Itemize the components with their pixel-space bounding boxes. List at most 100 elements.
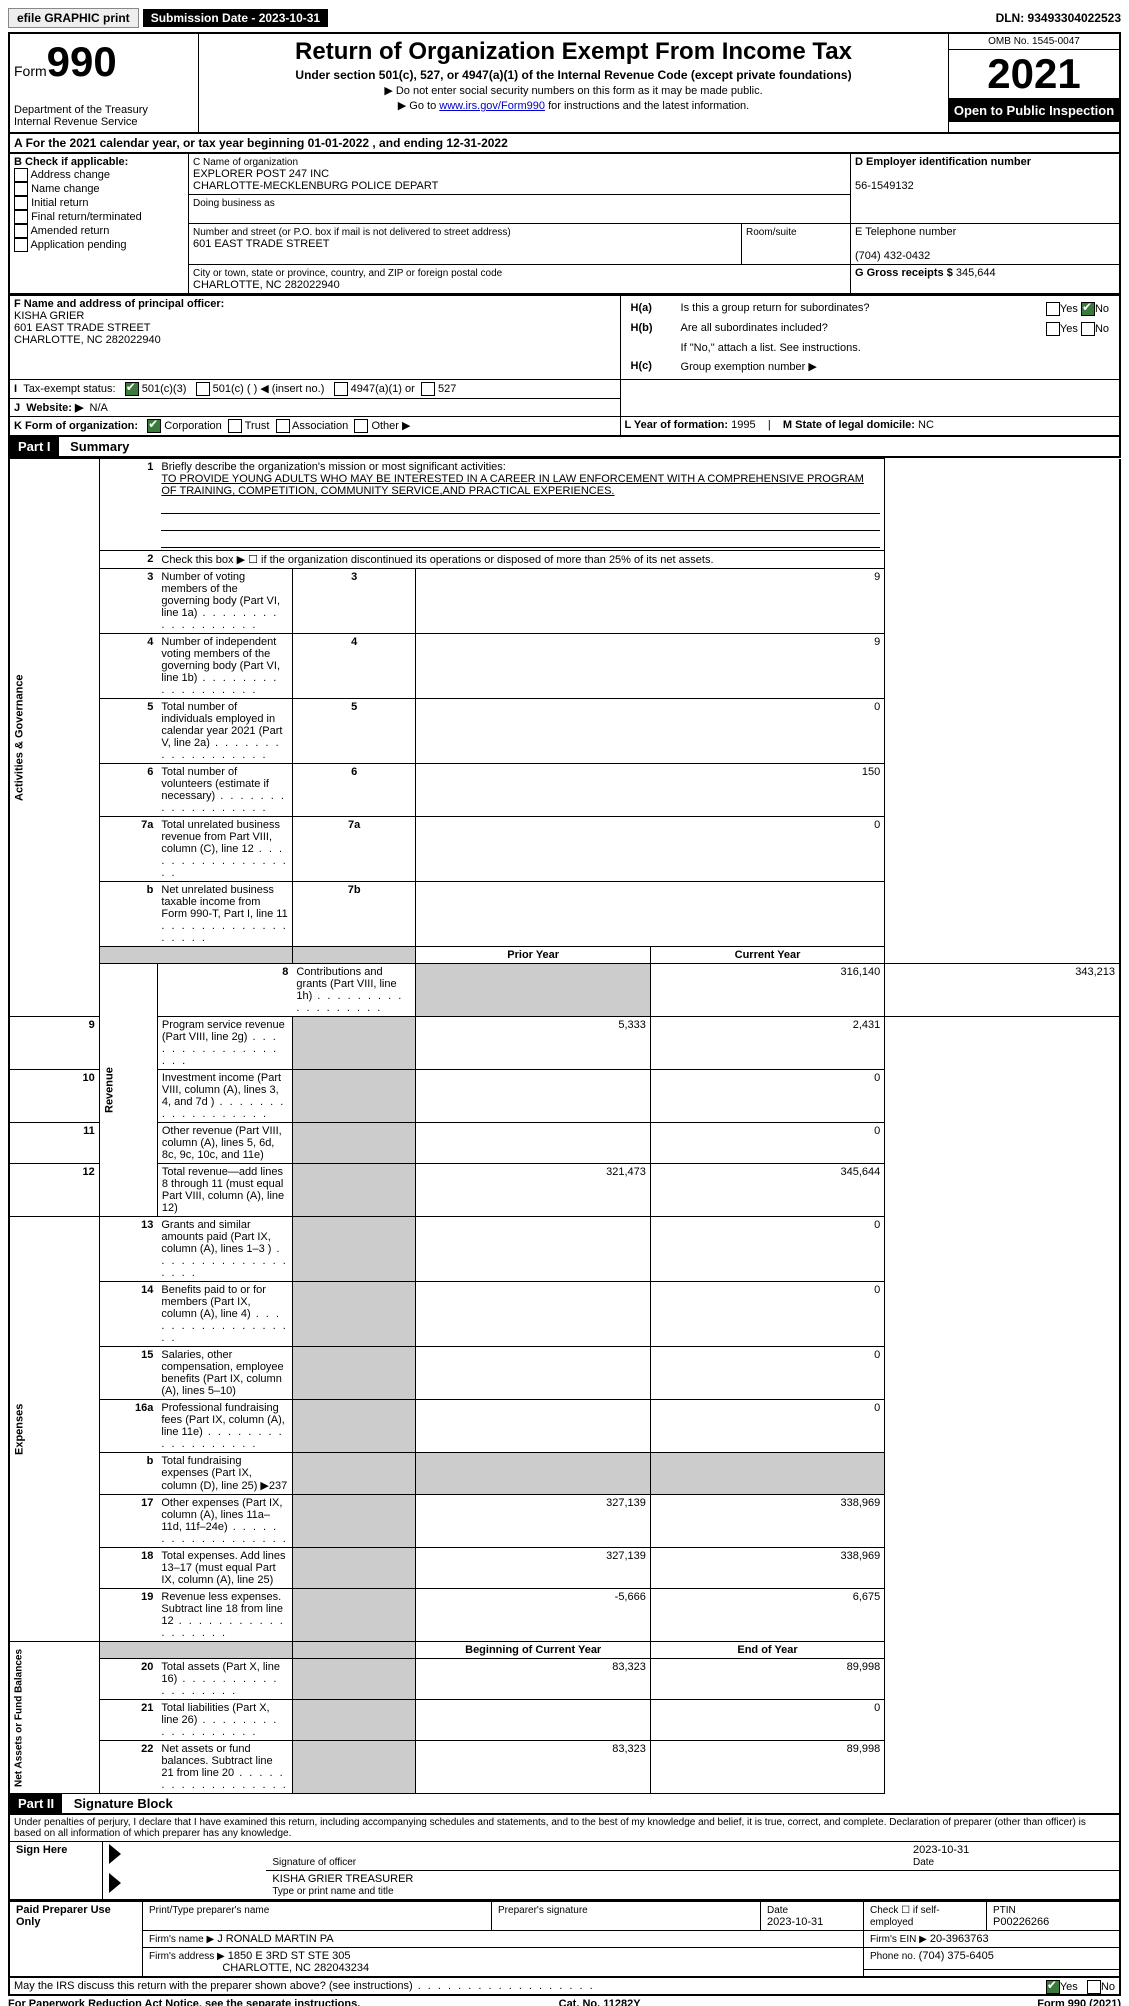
section-k: K Form of organization: Corporation Trus… — [9, 417, 620, 437]
discuss-yes[interactable] — [1046, 1980, 1060, 1994]
line-8: Contributions and grants (Part VIII, lin… — [292, 964, 416, 1017]
chk-corp[interactable] — [147, 419, 161, 433]
line-11: Other revenue (Part VIII, column (A), li… — [157, 1123, 292, 1164]
officer-name: KISHA GRIER — [14, 310, 84, 322]
instr-link-row: ▶ Go to www.irs.gov/Form990 for instruct… — [203, 99, 944, 112]
b-label: B Check if applicable: — [14, 156, 128, 168]
line-7b: Net unrelated business taxable income fr… — [157, 882, 292, 947]
c22: 89,998 — [650, 1741, 884, 1794]
chk-initial-return[interactable] — [14, 196, 28, 210]
paid-preparer-label: Paid Preparer Use Only — [9, 1902, 143, 1978]
val-5: 0 — [416, 699, 885, 764]
chk-assoc[interactable] — [276, 419, 290, 433]
irs: Internal Revenue Service — [14, 116, 194, 128]
chk-527[interactable] — [421, 382, 435, 396]
chk-name-change[interactable] — [14, 182, 28, 196]
no-2: No — [1095, 323, 1109, 335]
line-20: Total assets (Part X, line 16) — [157, 1659, 292, 1700]
officer-city: CHARLOTTE, NC 282022940 — [14, 334, 161, 346]
hc-label: H(c) — [631, 360, 652, 372]
prep-c5: PTIN — [993, 1905, 1016, 1916]
irs-link[interactable]: www.irs.gov/Form990 — [439, 100, 545, 112]
m-label: M State of legal domicile: — [783, 419, 915, 431]
section-activities: Activities & Governance — [9, 459, 99, 1017]
b-item-3: Final return/terminated — [31, 211, 142, 223]
sig-date: 2023-10-31 — [913, 1844, 969, 1856]
hb-no[interactable] — [1081, 322, 1095, 336]
firm-phone: (704) 375-6405 — [919, 1950, 994, 1962]
c14: 0 — [650, 1282, 884, 1347]
d-label: D Employer identification number — [855, 156, 1031, 168]
hb-label: H(b) — [631, 322, 653, 334]
top-bar: efile GRAPHIC print Submission Date - 20… — [8, 8, 1121, 28]
line-9: Program service revenue (Part VIII, line… — [157, 1017, 292, 1070]
ha-no[interactable] — [1081, 302, 1095, 316]
firm-name: J RONALD MARTIN PA — [217, 1933, 333, 1945]
chk-amended[interactable] — [14, 224, 28, 238]
room-label: Room/suite — [746, 227, 797, 238]
section-lm: L Year of formation: 1995 | M State of l… — [620, 417, 1120, 437]
i-o4: 527 — [438, 383, 456, 395]
val-6: 150 — [416, 764, 885, 817]
chk-501c[interactable] — [196, 382, 210, 396]
val-3: 9 — [416, 569, 885, 634]
section-b: B Check if applicable: Address change Na… — [9, 154, 189, 295]
state-domicile: NC — [918, 419, 934, 431]
efile-print-button[interactable]: efile GRAPHIC print — [8, 8, 139, 28]
addr-label: Firm's address ▶ — [149, 1951, 225, 1962]
c13: 0 — [650, 1217, 884, 1282]
j-label: Website: ▶ — [26, 402, 83, 414]
c20: 89,998 — [650, 1659, 884, 1700]
p14 — [416, 1282, 650, 1347]
chk-4947[interactable] — [334, 382, 348, 396]
c12: 345,644 — [650, 1164, 884, 1217]
discuss-row: May the IRS discuss this return with the… — [8, 1978, 1121, 1996]
chk-app-pending[interactable] — [14, 238, 28, 252]
chk-address-change[interactable] — [14, 168, 28, 182]
no-3: No — [1101, 1981, 1115, 1993]
f-label: F Name and address of principal officer: — [14, 298, 224, 310]
b-item-0: Address change — [30, 169, 110, 181]
k-o3: Association — [292, 420, 348, 432]
line-17: Other expenses (Part IX, column (A), lin… — [157, 1495, 292, 1548]
chk-final-return[interactable] — [14, 210, 28, 224]
room-suite: Room/suite — [742, 224, 851, 265]
prep-c3: Date — [767, 1905, 788, 1916]
subtitle: Under section 501(c), 527, or 4947(a)(1)… — [203, 68, 944, 82]
val-7a: 0 — [416, 817, 885, 882]
c11: 0 — [650, 1123, 884, 1164]
hb-note: If "No," attach a list. See instructions… — [677, 340, 1113, 356]
form-label: Form — [14, 63, 47, 79]
dba-label: Doing business as — [193, 198, 275, 209]
k-label: K Form of organization: — [14, 420, 138, 432]
col-end: End of Year — [737, 1644, 797, 1656]
discuss-no[interactable] — [1087, 1980, 1101, 1994]
b-item-1: Name change — [31, 183, 100, 195]
ein: 56-1549132 — [855, 180, 914, 192]
chk-501c3[interactable] — [125, 382, 139, 396]
line-19: Revenue less expenses. Subtract line 18 … — [157, 1589, 292, 1642]
org-name-1: EXPLORER POST 247 INC — [193, 168, 329, 180]
line-22: Net assets or fund balances. Subtract li… — [157, 1741, 292, 1794]
no-1: No — [1095, 303, 1109, 315]
hb-yes[interactable] — [1046, 322, 1060, 336]
dept-treasury: Department of the Treasury — [14, 104, 194, 116]
ein-label: Firm's EIN ▶ — [870, 1934, 927, 1945]
fh-table: F Name and address of principal officer:… — [8, 295, 1121, 437]
title-cell: Return of Organization Exempt From Incom… — [199, 34, 948, 132]
main-title: Return of Organization Exempt From Incom… — [203, 38, 944, 66]
section-c-street: Number and street (or P.O. box if mail i… — [189, 224, 742, 265]
page-footer: For Paperwork Reduction Act Notice, see … — [8, 1998, 1121, 2006]
c9: 2,431 — [650, 1017, 884, 1070]
chk-other[interactable] — [354, 419, 368, 433]
street: 601 EAST TRADE STREET — [193, 238, 330, 250]
k-o4: Other ▶ — [371, 420, 410, 432]
mission-line-1 — [161, 499, 880, 514]
line-6: Total number of volunteers (estimate if … — [157, 764, 292, 817]
chk-trust[interactable] — [228, 419, 242, 433]
ha-yes[interactable] — [1046, 302, 1060, 316]
c19: 6,675 — [650, 1589, 884, 1642]
sign-here-label: Sign Here — [9, 1842, 103, 1901]
prep-date: 2023-10-31 — [767, 1916, 823, 1928]
c-name-label: C Name of organization — [193, 157, 298, 168]
